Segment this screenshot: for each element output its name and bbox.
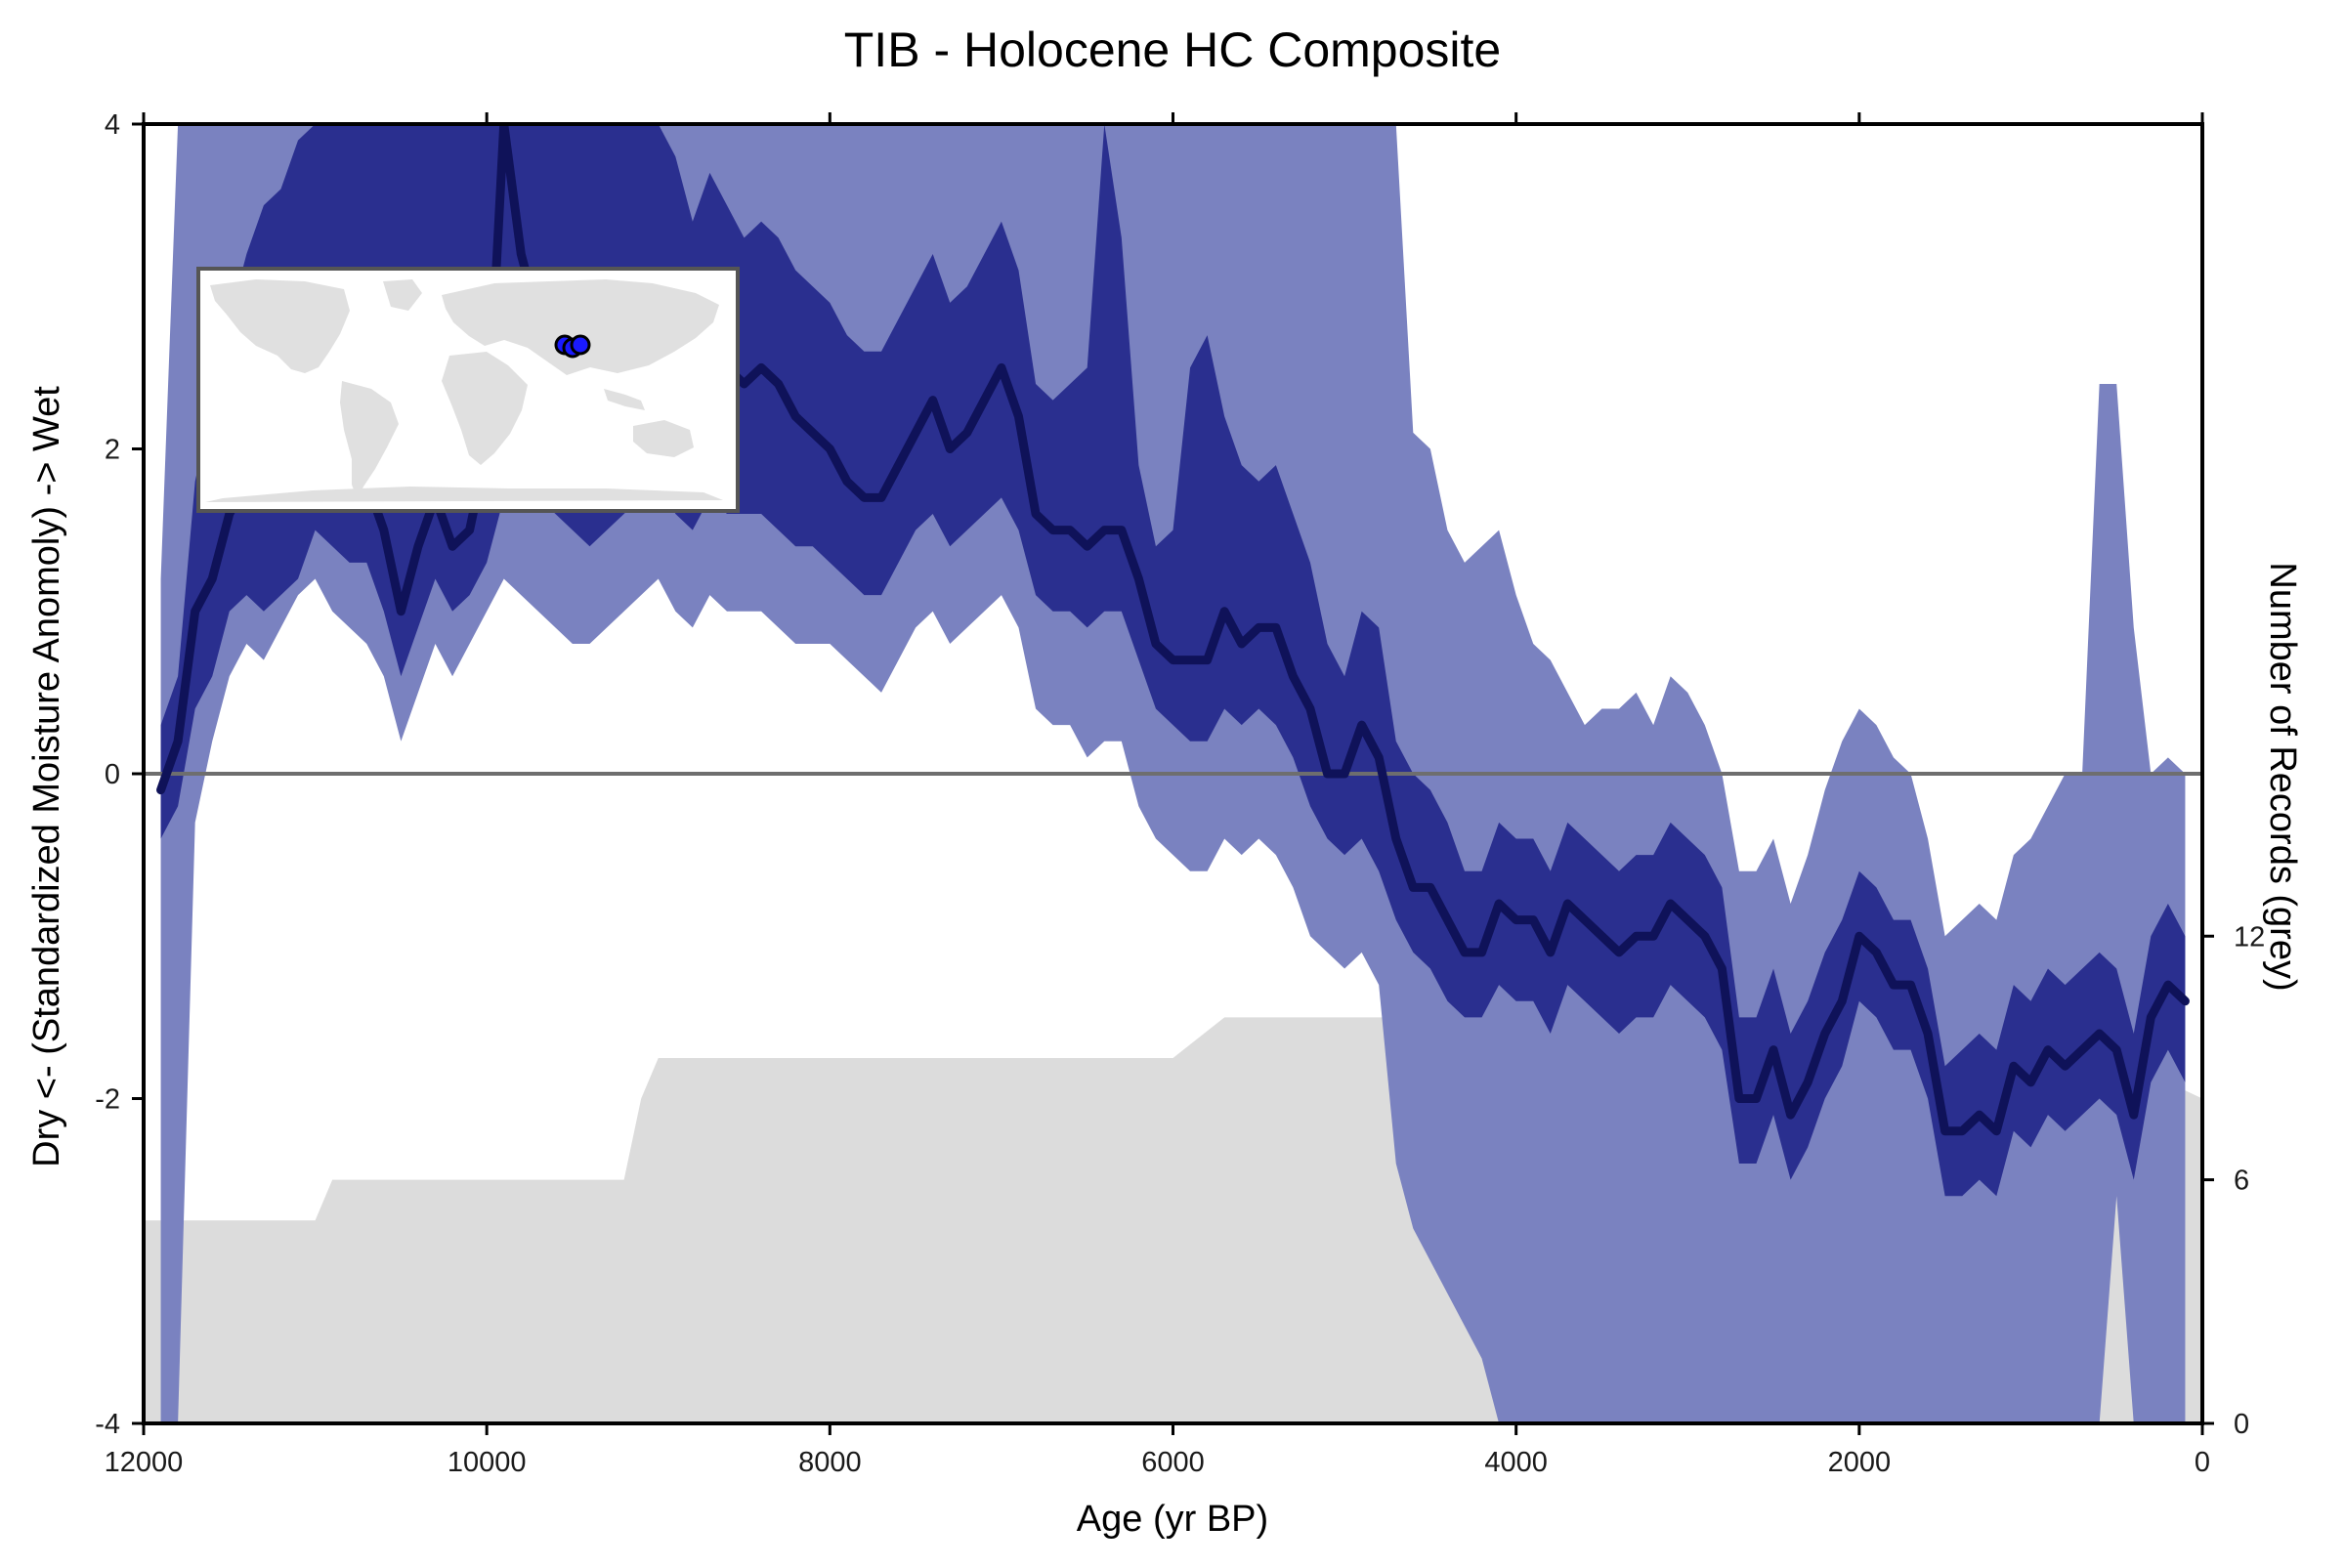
y2-axis-title: Number of Records (grey): [2262, 562, 2303, 991]
y-tick-label: -4: [95, 1409, 120, 1440]
antarctica-landmass: [205, 487, 723, 502]
site-marker: [570, 334, 591, 356]
x-tick-label: 4000: [1484, 1447, 1548, 1478]
y2-tick-label: 0: [2234, 1409, 2249, 1440]
median-series-line: [156, 124, 2190, 1136]
australia-landmass: [633, 420, 694, 457]
x-axis-title: Age (yr BP): [1077, 1499, 1268, 1540]
inset-world-map: [196, 267, 740, 513]
y-axis-title-group: Dry <- (Standardized Moisture Anomoly) -…: [26, 386, 67, 1167]
y-tick-label: -2: [95, 1084, 120, 1116]
x-tick-label: 0: [2195, 1447, 2210, 1478]
africa-landmass: [442, 352, 528, 465]
y-axis-title: Dry <- (Standardized Moisture Anomoly) -…: [26, 386, 67, 1167]
x-axis-title-group: Age (yr BP): [1077, 1499, 1268, 1540]
landmass-shapes: [205, 279, 723, 502]
y2-tick-label: 6: [2234, 1165, 2249, 1197]
y-tick-label: 0: [105, 759, 120, 790]
chart-title: TIB - Holocene HC Composite: [844, 22, 1501, 77]
y-tick-label: 2: [105, 435, 120, 466]
greenland-landmass: [383, 279, 422, 311]
y2-tick-label: 12: [2234, 921, 2265, 953]
europe-asia-landmass: [442, 279, 719, 375]
y-tick-label: 4: [105, 109, 120, 141]
x-tick-label: 10000: [448, 1447, 527, 1478]
x-tick-label: 8000: [798, 1447, 862, 1478]
y2-axis-title-group: Number of Records (grey): [2262, 562, 2303, 991]
southeast-asia-landmass: [604, 389, 645, 410]
south-america-landmass: [340, 381, 399, 500]
site-markers: [554, 334, 591, 359]
x-tick-label: 12000: [105, 1447, 184, 1478]
x-tick-label: 2000: [1828, 1447, 1892, 1478]
north-america-landmass: [210, 279, 350, 373]
x-tick-label: 6000: [1141, 1447, 1205, 1478]
